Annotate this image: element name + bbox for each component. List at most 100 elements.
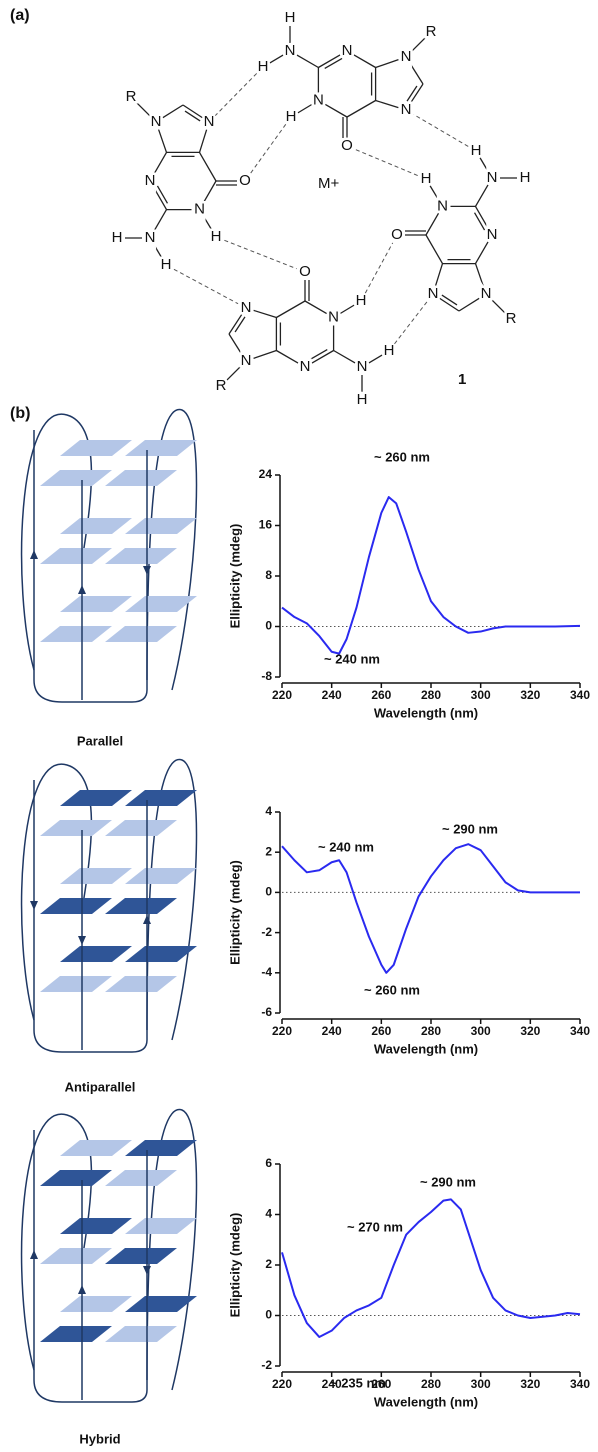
atom-label: R	[506, 310, 517, 327]
guanine-plate	[40, 548, 112, 564]
atom-label: N	[437, 197, 448, 214]
y-tick-label: 0	[265, 619, 272, 633]
bond	[200, 152, 217, 181]
bond	[297, 55, 318, 67]
guanine-plate	[105, 626, 177, 642]
bond	[476, 242, 489, 264]
x-tick-label: 220	[272, 688, 292, 702]
x-tick-label: 260	[371, 1024, 391, 1038]
strand-arrow	[30, 550, 38, 559]
y-tick-label: -2	[261, 1358, 272, 1372]
atom-label: N	[241, 352, 252, 369]
peak-annotation: ~ 290 nm	[442, 821, 498, 836]
guanine-plate	[125, 790, 197, 806]
atom-label: N	[487, 169, 498, 186]
x-tick-label: 240	[322, 688, 342, 702]
double-bond	[407, 86, 417, 101]
guanine-plate	[105, 1326, 177, 1342]
guanine-plate	[60, 1218, 132, 1234]
bond	[270, 55, 283, 63]
atom-label: H	[356, 292, 367, 309]
peak-annotation: ~ 235 nm	[330, 1375, 386, 1390]
atom-label: H	[471, 142, 482, 159]
bond	[203, 181, 216, 203]
y-tick-label: -2	[261, 925, 272, 939]
x-tick-label: 240	[322, 1024, 342, 1038]
strand-arrow	[78, 936, 86, 945]
atom-label: N	[313, 91, 324, 108]
double-bond	[475, 213, 485, 230]
bond	[410, 64, 423, 84]
strand-arrow	[78, 585, 86, 594]
y-tick-label: 0	[265, 885, 272, 899]
x-tick-label: 220	[272, 1024, 292, 1038]
atom-label: O	[239, 172, 251, 189]
bond	[492, 300, 506, 314]
guanine-plate	[60, 1140, 132, 1156]
x-tick-label: 320	[520, 688, 540, 702]
atom-label: O	[391, 226, 403, 243]
y-axis-label: Ellipticity (mdeg)	[227, 524, 242, 629]
atom-label: H	[258, 58, 269, 75]
y-tick-label: 8	[265, 568, 272, 582]
metal-ion-label: M+	[318, 175, 339, 192]
bond	[376, 60, 399, 68]
hydrogen-bond	[365, 243, 392, 293]
guanine-plate	[40, 1326, 112, 1342]
atom-label: N	[145, 172, 156, 189]
guanine-plate	[125, 1218, 197, 1234]
guanine-plate	[60, 596, 132, 612]
bond	[154, 152, 167, 174]
y-tick-label: 24	[259, 467, 273, 481]
bond	[369, 355, 382, 363]
bond	[340, 305, 354, 313]
x-tick-label: 280	[421, 1377, 441, 1391]
hydrogen-bond	[394, 301, 427, 344]
bond	[305, 301, 327, 314]
x-tick-label: 300	[471, 1024, 491, 1038]
atom-label: R	[126, 88, 137, 105]
atom-label: N	[285, 42, 296, 59]
atom-label: N	[194, 201, 205, 218]
guanine-plate	[125, 868, 197, 884]
strand-arrow	[143, 915, 151, 924]
bond	[412, 38, 426, 52]
peak-annotation: ~ 260 nm	[364, 982, 420, 997]
atom-label: N	[145, 229, 156, 246]
x-tick-label: 340	[570, 1024, 590, 1038]
bond	[354, 55, 376, 68]
atom-label: N	[328, 308, 339, 325]
x-tick-label: 300	[471, 688, 491, 702]
x-axis-label: Wavelength (nm)	[374, 1041, 478, 1056]
bond	[376, 101, 399, 108]
x-axis-label: Wavelength (nm)	[374, 1394, 478, 1409]
guanine-plate	[125, 518, 197, 534]
hydrogen-bond	[174, 269, 238, 303]
guanine-plate	[60, 946, 132, 962]
guanine-plate	[40, 626, 112, 642]
bond	[325, 104, 347, 117]
hydrogen-bond	[224, 240, 296, 268]
guanine-plate	[125, 1296, 197, 1312]
atom-label: R	[426, 23, 437, 40]
strand-loop	[34, 1380, 147, 1402]
bond	[347, 101, 376, 118]
bond	[426, 213, 439, 235]
x-tick-label: 220	[272, 1377, 292, 1391]
bond	[254, 310, 277, 317]
peak-annotation: ~ 240 nm	[324, 651, 380, 666]
atom-label: N	[241, 299, 252, 316]
y-tick-label: 6	[265, 1156, 272, 1170]
y-tick-label: -4	[261, 965, 272, 979]
guanine-plate	[125, 596, 197, 612]
guanine-plate	[40, 976, 112, 992]
atom-label: N	[487, 226, 498, 243]
y-axis-label: Ellipticity (mdeg)	[227, 860, 242, 965]
atom-label: N	[204, 113, 215, 130]
spectrum-line	[282, 1199, 580, 1337]
y-tick-label: -6	[261, 1005, 272, 1019]
bond	[276, 301, 305, 318]
x-tick-label: 260	[371, 688, 391, 702]
bond	[334, 351, 355, 363]
atom-label: H	[520, 169, 531, 186]
